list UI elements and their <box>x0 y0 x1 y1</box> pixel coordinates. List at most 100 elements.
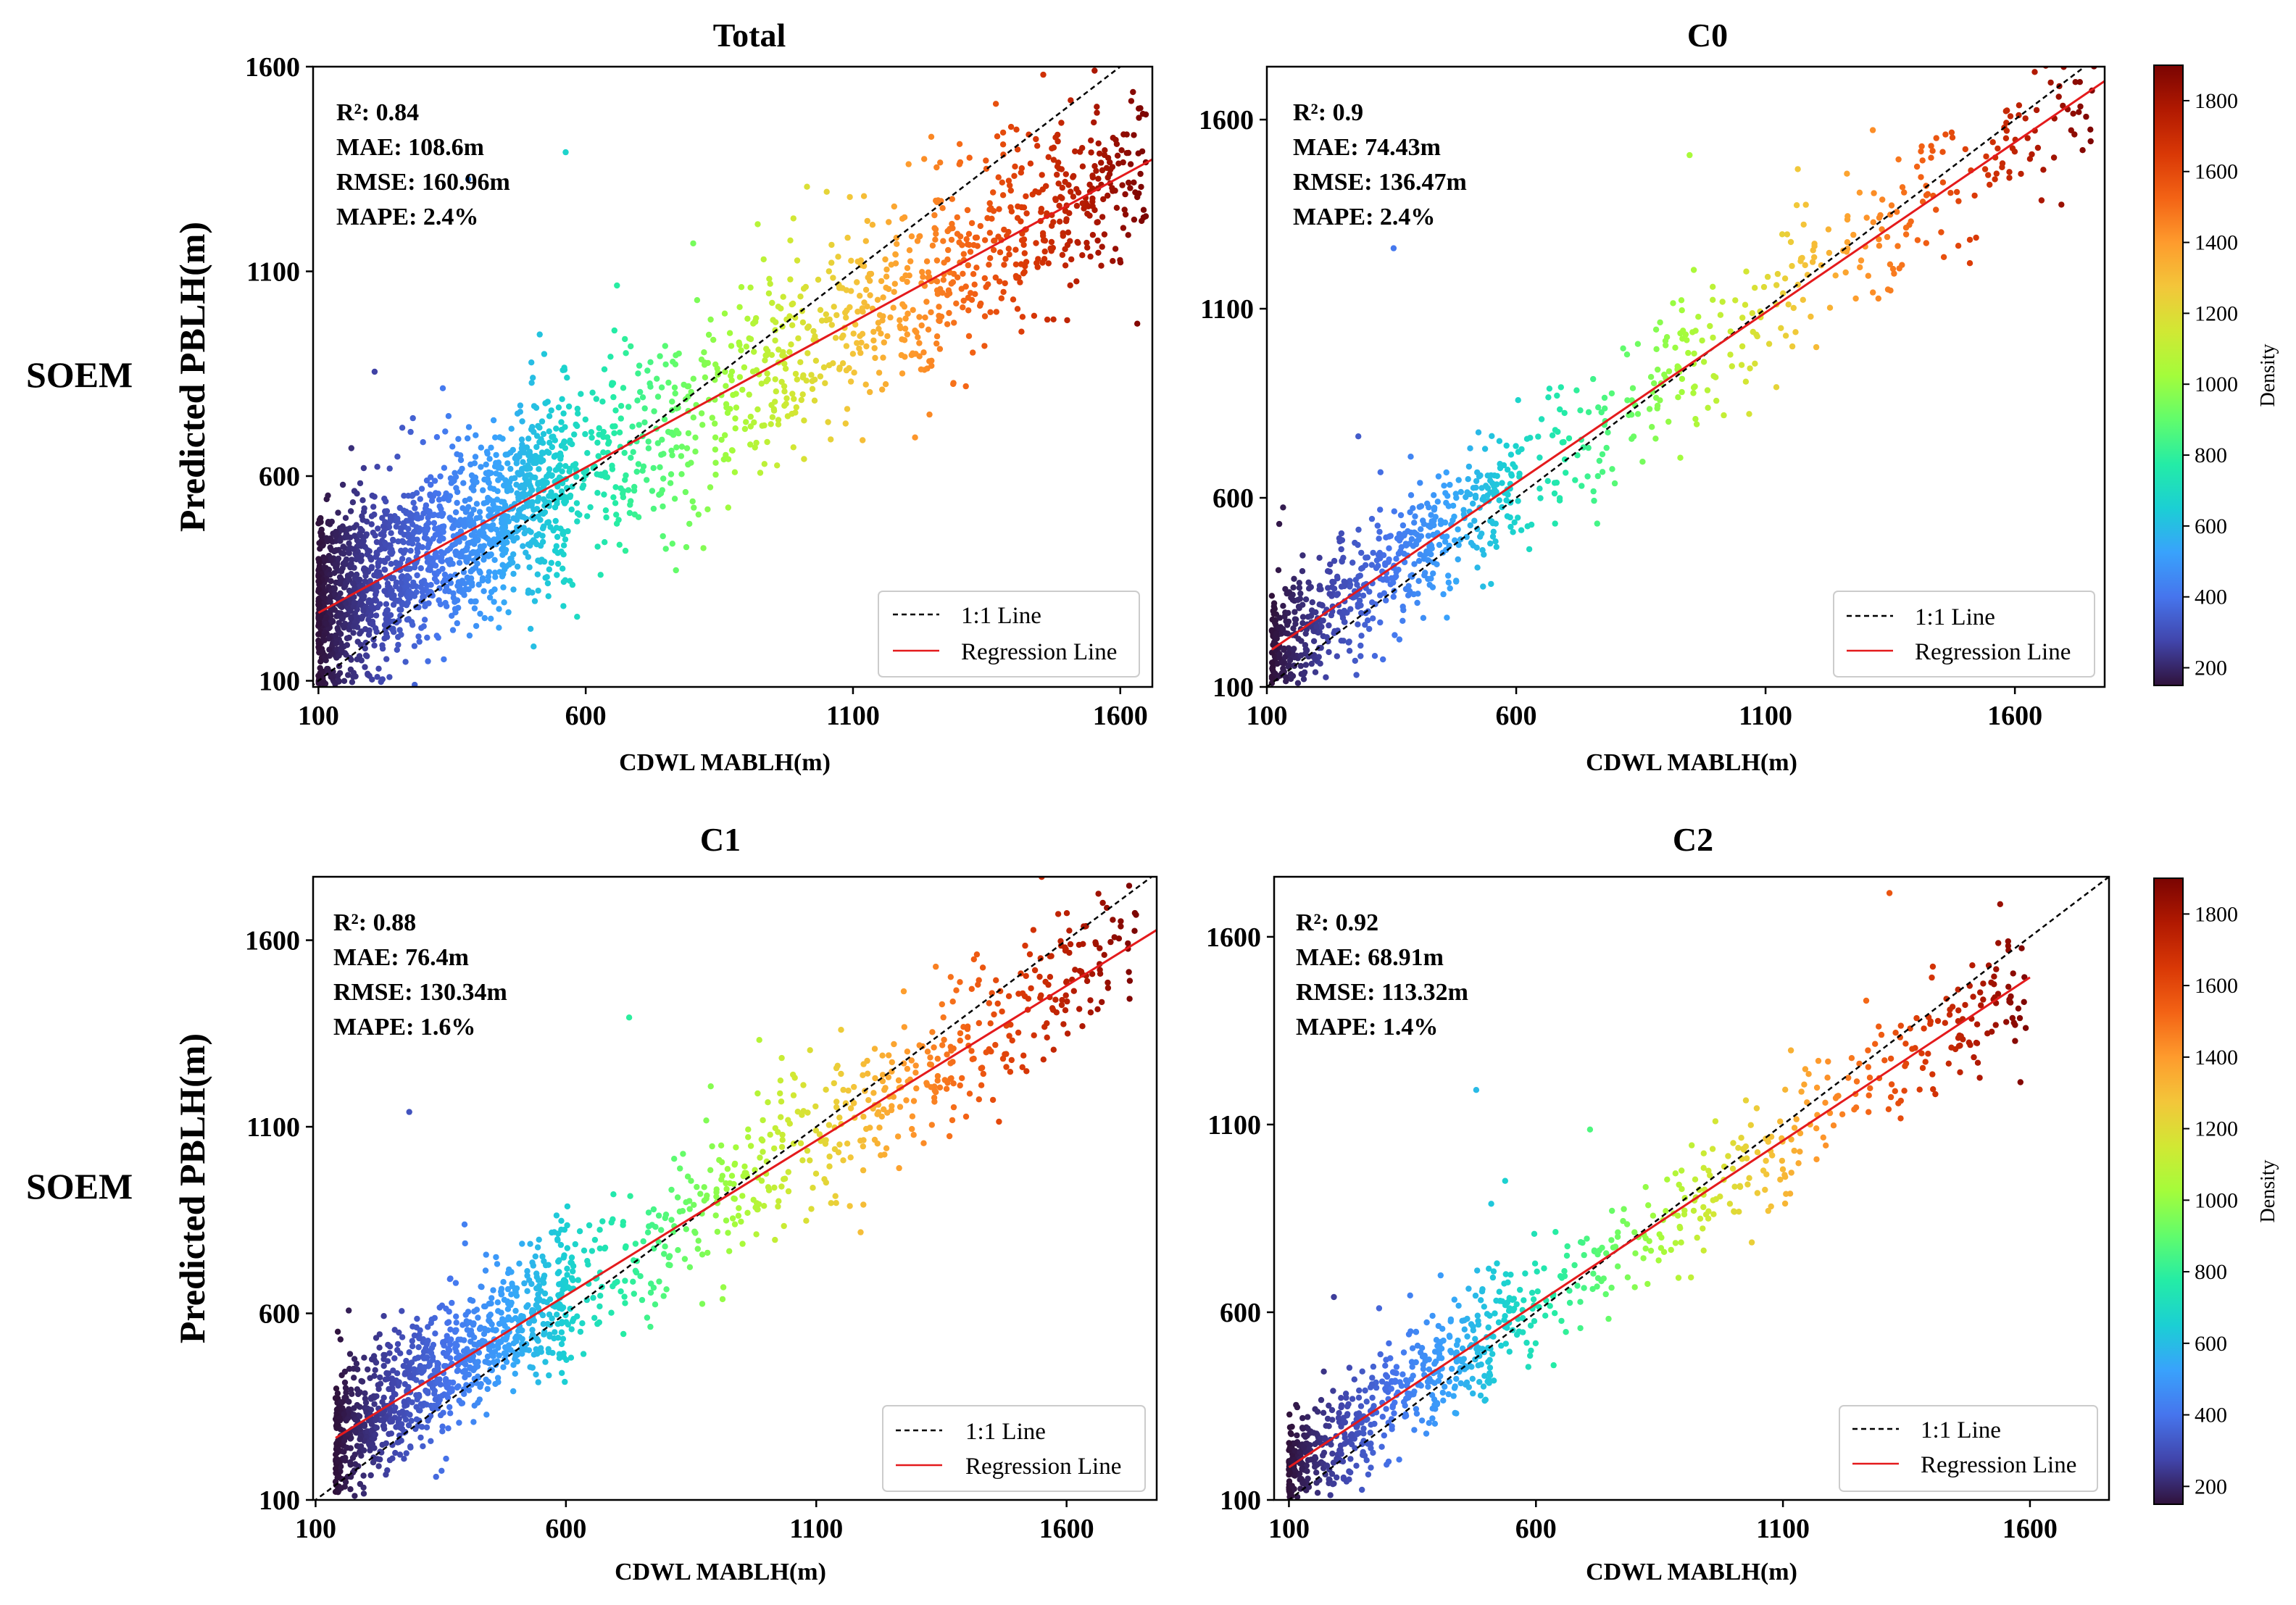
reference-lines <box>1267 67 2105 687</box>
scatter-point <box>532 474 538 481</box>
scatter-point <box>1034 143 1041 149</box>
scatter-point <box>535 481 541 488</box>
scatter-point <box>1290 584 1297 591</box>
scatter-point <box>970 349 976 356</box>
scatter-point <box>1366 625 1373 633</box>
scatter-point <box>1334 653 1341 659</box>
scatter-point <box>492 1380 499 1388</box>
scatter-point <box>586 1222 593 1229</box>
scatter-point <box>552 1329 558 1335</box>
scatter-point <box>317 519 324 525</box>
scatter-point <box>570 1263 577 1270</box>
scatter-point <box>673 567 679 574</box>
scatter-point <box>371 368 378 375</box>
scatter-point <box>704 506 711 513</box>
scatter-point <box>1918 143 1925 150</box>
scatter-point <box>960 270 966 277</box>
scatter-point <box>1679 388 1685 396</box>
scatter-point <box>357 583 363 590</box>
scatter-point <box>524 1268 531 1275</box>
scatter-point <box>433 434 441 441</box>
scatter-point <box>568 506 575 513</box>
scatter-point <box>599 1218 606 1225</box>
scatter-point <box>1752 285 1758 291</box>
scatter-point <box>909 1125 915 1133</box>
scatter-point <box>452 1280 459 1286</box>
scatter-point <box>861 299 868 306</box>
scatter-point <box>1056 202 1062 209</box>
scatter-point <box>677 1165 683 1172</box>
scatter-point <box>1546 385 1553 392</box>
scatter-point <box>1138 183 1144 191</box>
scatter-point <box>322 556 328 563</box>
scatter-point <box>1001 262 1007 268</box>
scatter-point <box>939 1042 946 1049</box>
scatter-point <box>541 558 548 565</box>
scatter-point <box>933 278 941 285</box>
scatter-point <box>799 391 806 398</box>
scatter-point <box>1719 299 1726 305</box>
scatter-point <box>1040 71 1047 78</box>
scatter-point <box>1452 537 1458 543</box>
scatter-point <box>1390 593 1397 600</box>
plot-frame <box>312 65 1154 688</box>
scatter-point <box>1442 538 1449 545</box>
scatter-point <box>393 523 399 530</box>
scatter-point <box>699 1251 706 1258</box>
scatter-point <box>928 357 935 364</box>
scatter-point <box>540 430 547 438</box>
scatter-point <box>945 246 952 254</box>
scatter-point <box>916 314 923 320</box>
scatter-point <box>1402 541 1410 547</box>
scatter-point <box>343 556 350 563</box>
scatter-point <box>765 348 771 354</box>
scatter-point <box>2002 108 2009 114</box>
scatter-point <box>936 304 942 310</box>
scatter-point <box>529 1259 536 1266</box>
scatter-point <box>1489 533 1497 540</box>
scatter-point <box>1100 196 1107 203</box>
scatter-point <box>1417 480 1423 486</box>
scatter-point <box>1809 259 1816 265</box>
scatter-point <box>1062 246 1068 252</box>
scatter-point <box>2016 102 2023 109</box>
scatter-point <box>394 1341 402 1348</box>
scatter-point <box>1902 225 1910 231</box>
scatter-point <box>997 988 1004 995</box>
scatter-point <box>449 627 457 633</box>
scatter-point <box>774 462 781 469</box>
scatter-point <box>1355 541 1361 549</box>
scatter-point <box>668 1217 675 1223</box>
scatter-point <box>1646 406 1653 412</box>
scatter-point <box>702 374 709 380</box>
scatter-point <box>428 481 434 488</box>
scatter-point <box>662 361 669 368</box>
scatter-point <box>1041 256 1048 262</box>
scatter-point <box>1377 592 1384 599</box>
scatter-point <box>1678 297 1685 304</box>
scatter-point <box>1444 493 1451 499</box>
scatter-point <box>423 1424 430 1431</box>
scatter-point <box>1021 250 1028 257</box>
scatter-point <box>944 1080 951 1086</box>
scatter-point <box>1481 446 1489 452</box>
scatter-point <box>1563 470 1569 476</box>
scatter-point <box>644 477 650 483</box>
scatter-point <box>2040 167 2047 173</box>
scatter-point <box>315 640 323 646</box>
scatter-point <box>833 1064 840 1072</box>
scatter-point <box>791 1075 798 1081</box>
scatter-point <box>799 1112 805 1118</box>
scatter-point <box>1366 588 1373 595</box>
scatter-point <box>660 1293 667 1299</box>
scatter-point <box>996 206 1002 212</box>
scatter-point <box>692 434 699 441</box>
scatter-point <box>331 570 338 576</box>
scatter-points <box>1268 67 2097 686</box>
scatter-point <box>996 1118 1002 1125</box>
scatter-point <box>876 312 883 318</box>
scatter-point <box>1914 237 1921 243</box>
scatter-point <box>1040 233 1047 239</box>
scatter-point <box>415 1344 422 1351</box>
scatter-point <box>348 445 354 451</box>
